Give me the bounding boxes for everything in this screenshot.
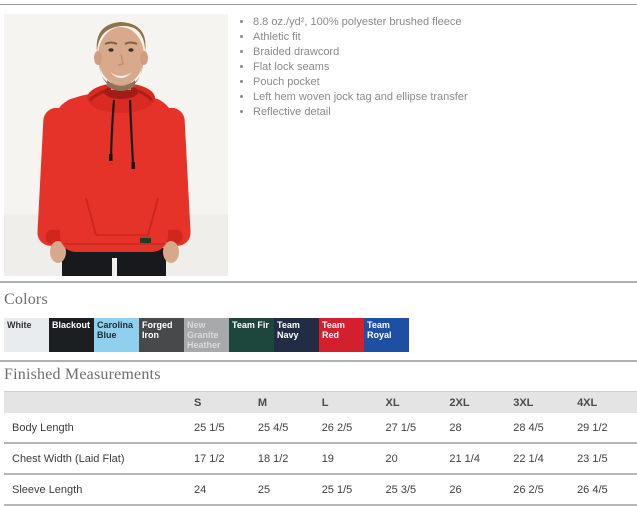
swatch-label: Team Navy [277,320,300,340]
measurement-value: 23 1/5 [573,442,637,474]
measurement-value: 22 1/4 [509,442,574,474]
row-label: Body Length [12,421,74,434]
measurement-value: 29 1/2 [577,421,608,434]
swatch-label: New Granite Heather [187,320,221,350]
measurement-value: 25 4/5 [257,421,289,434]
measurements-heading: Finished Measurements [4,366,161,383]
feature-item: 8.8 oz./yd², 100% polyester brushed flee… [253,15,629,30]
color-swatch-team-fir[interactable]: Team Fir [229,318,274,352]
measurement-value: 26 2/5 [321,421,353,434]
size-column-header: M [253,391,318,413]
size-header-row: S M L XL 2XL 3XL 4XL [4,391,637,413]
measurement-value: 25 1/5 [317,473,382,506]
measurement-value: 26 4/5 [573,473,637,506]
measurement-value: 20 [381,442,446,474]
product-photo [4,14,228,276]
color-swatch-blackout[interactable]: Blackout [49,318,94,352]
color-swatch-team-royal[interactable]: Team Royal [364,318,409,352]
colors-section-divider [0,281,637,283]
measurement-value: 25 1/5 [194,421,225,434]
measurement-value: 28 [449,421,462,434]
measurement-value: 25 3/5 [381,473,446,506]
feature-item: Left hem woven jock tag and ellipse tran… [253,90,629,105]
feature-item: Braided drawcord [253,45,629,60]
size-column-header: 3XL [509,391,574,413]
measurements-table: S M L XL 2XL 3XL 4XL Body Length 25 1/5 … [4,391,637,506]
row-label: Chest Width (Laid Flat) [4,442,190,474]
size-column-header: 2XL [445,391,510,413]
measurement-value: 27 1/5 [385,421,417,434]
swatch-label: Carolina Blue [97,320,134,340]
colors-heading: Colors [4,291,48,308]
size-column-header: L [317,391,382,413]
table-row-chest-width: Chest Width (Laid Flat) 17 1/2 18 1/2 19… [4,442,637,474]
measurement-value: 26 2/5 [509,473,574,506]
measurement-value: 26 [445,473,510,506]
swatch-label: Team Royal [367,320,392,340]
color-swatch-white[interactable]: White [4,318,49,352]
swatch-label: Team Fir [232,320,269,330]
top-divider [0,4,637,5]
measurement-value: 25 [253,473,318,506]
table-row-sleeve-length: Sleeve Length 24 25 25 1/5 25 3/5 26 26 … [4,473,637,506]
model-photo-illustration [4,14,228,276]
measurement-value: 17 1/2 [190,442,254,474]
color-swatch-carolina-blue[interactable]: Carolina Blue [94,318,139,352]
size-column-header: 4XL [573,391,637,413]
color-swatch-strip: White Blackout Carolina Blue Forged Iron… [4,318,409,352]
row-label: Sleeve Length [4,473,190,506]
size-column-header: XL [381,391,446,413]
table-row-body-length: Body Length 25 1/5 25 4/5 26 2/5 27 1/5 … [4,413,637,443]
color-swatch-new-granite-heather[interactable]: New Granite Heather [184,318,229,352]
swatch-label: Forged Iron [142,320,173,340]
product-features: 8.8 oz./yd², 100% polyester brushed flee… [239,15,629,120]
size-column-spacer [4,391,190,413]
swatch-label: White [7,320,32,330]
measurement-value: 18 1/2 [253,442,318,474]
swatch-label: Team Red [322,320,345,340]
color-swatch-forged-iron[interactable]: Forged Iron [139,318,184,352]
color-swatch-team-red[interactable]: Team Red [319,318,364,352]
measurements-section-divider [0,360,637,362]
color-swatch-team-navy[interactable]: Team Navy [274,318,319,352]
measurement-value: 28 4/5 [513,421,544,434]
measurement-value: 24 [190,473,254,506]
feature-item: Flat lock seams [253,60,629,75]
measurement-value: 21 1/4 [445,442,510,474]
feature-item: Pouch pocket [253,75,629,90]
measurement-value: 19 [317,442,382,474]
feature-item: Reflective detail [253,105,629,120]
swatch-label: Blackout [52,320,91,330]
product-features-list: 8.8 oz./yd², 100% polyester brushed flee… [239,15,629,120]
size-column-header: S [190,391,254,413]
feature-item: Athletic fit [253,30,629,45]
